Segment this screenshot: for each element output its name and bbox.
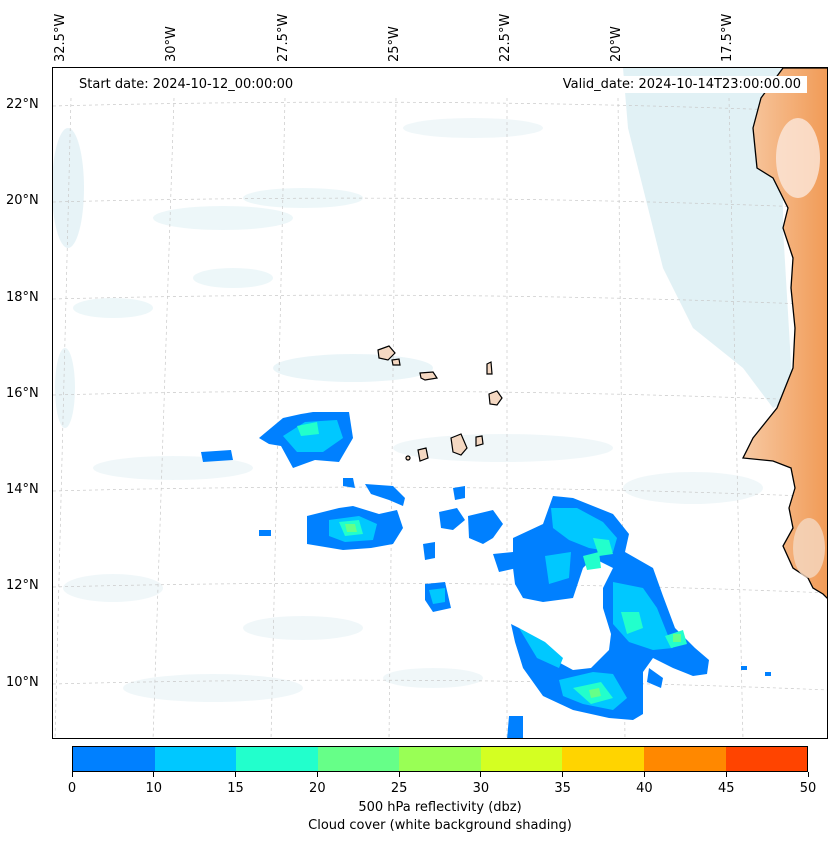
colorbar [72,746,808,772]
colorbar-tick-label: 20 [309,781,326,796]
lat-label-12n: 12°N [6,578,39,593]
colorbar-segment [643,747,726,771]
colorbar-tick [398,772,400,777]
colorbar-tick-label: 25 [390,781,408,796]
colorbar-segment [317,747,400,771]
start-date-label: Start date: 2024-10-12_00:00:00 [73,76,300,93]
colorbar-subtitle: Cloud cover (white background shading) [308,818,572,833]
colorbar-tick-label: 40 [636,781,653,796]
colorbar-tick [807,772,809,777]
lat-label-22n: 22°N [6,97,39,112]
map-canvas [53,68,827,738]
colorbar-segment [73,747,155,771]
lon-label-30w: 30°W [164,26,179,62]
colorbar-segment [154,747,237,771]
colorbar-tick [316,772,318,777]
colorbar-tick-label: 45 [717,781,735,796]
lat-label-20n: 20°N [6,193,39,208]
lat-label-16n: 16°N [6,386,39,401]
lat-label-10n: 10°N [6,675,39,690]
lon-label-17-5w: 17.5°W [720,13,735,62]
africa-coast [741,68,827,599]
graticule [53,97,827,738]
colorbar-tick [71,772,73,777]
colorbar-tick-label: 30 [472,781,490,796]
colorbar-tick [725,772,727,777]
lon-label-20w: 20°W [609,26,624,62]
lon-label-27-5w: 27.5°W [276,13,291,62]
colorbar-tick [643,772,645,777]
colorbar-segment [236,747,318,771]
lat-label-18n: 18°N [6,290,39,305]
lon-label-25w: 25°W [387,26,402,62]
map-panel[interactable]: Start date: 2024-10-12_00:00:00 Valid_da… [52,67,828,739]
colorbar-tick-label: 50 [799,781,817,796]
lat-label-14n: 14°N [6,482,39,497]
cloud-cover-layer [53,68,793,702]
colorbar-tick [235,772,237,777]
colorbar-title: 500 hPa reflectivity (dbz) [358,800,522,815]
colorbar-tick-label: 35 [554,781,571,796]
reflectivity-20-25 [345,524,681,698]
colorbar-segment [399,747,481,771]
colorbar-tick [153,772,155,777]
colorbar-segment [725,747,808,771]
colorbar-tick-label: 10 [145,781,163,796]
colorbar-tick [480,772,482,777]
lon-label-22-5w: 22.5°W [498,13,513,62]
colorbar-segment [562,747,644,771]
colorbar-tick-label: 0 [67,781,77,796]
cape-verde-islands [377,345,503,462]
colorbar-tick [562,772,564,777]
colorbar-segment [480,747,563,771]
valid-date-label: Valid_date: 2024-10-14T23:00:00.00 [556,76,807,93]
lon-label-32-5w: 32.5°W [53,13,68,62]
reflectivity-layer [201,412,771,738]
colorbar-tick-label: 15 [227,781,244,796]
